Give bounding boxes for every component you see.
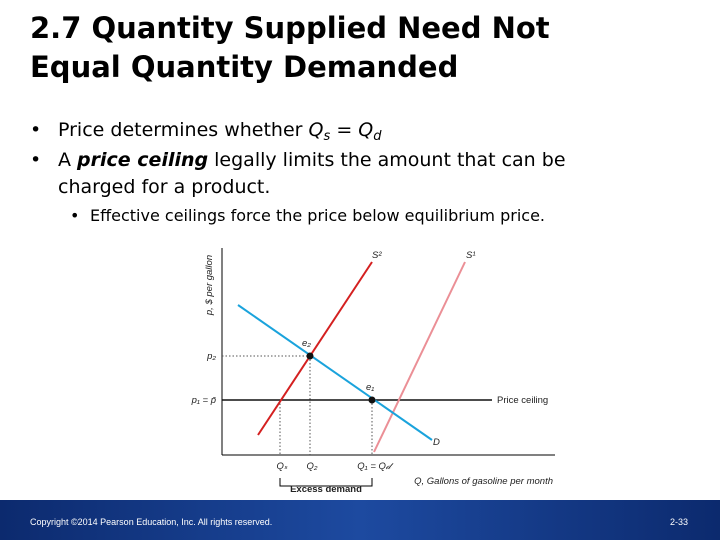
bullet-dot: • xyxy=(30,149,41,171)
quantity-label: Qₛ xyxy=(277,461,288,472)
text: Q xyxy=(358,119,373,141)
text: Price determines whether xyxy=(58,119,309,141)
demand xyxy=(237,304,433,441)
curve-label: S² xyxy=(372,250,382,261)
text: Q xyxy=(309,119,324,141)
y-axis-label: p, $ per gallon xyxy=(204,255,215,316)
bullet-text: A price ceiling legally limits the amoun… xyxy=(58,149,566,171)
price-label: p₁ = p̄ xyxy=(191,395,217,406)
supply-s2 xyxy=(257,261,373,436)
text: d xyxy=(373,129,382,144)
point-label: e₁ xyxy=(366,382,374,393)
page-number: 2-33 xyxy=(670,517,688,527)
figure: p, $ per gallon S² S¹ D e₂ e₁ p₂ p₁ = p̄… xyxy=(191,248,555,495)
bullet-dot: • xyxy=(30,119,41,141)
price-label: p₂ xyxy=(206,351,216,362)
text: s xyxy=(324,129,331,144)
point-e2 xyxy=(306,352,314,360)
point-label: e₂ xyxy=(302,338,311,349)
copyright: Copyright ©2014 Pearson Education, Inc. … xyxy=(30,517,272,527)
title-line: 2.7 Quantity Supplied Need Not xyxy=(30,11,550,45)
bullet-text: charged for a product. xyxy=(58,176,270,198)
text: A xyxy=(58,149,77,171)
excess-label: Excess demand xyxy=(290,484,362,495)
quantity-label: Q₁ = Q𝒹 xyxy=(357,461,394,472)
supply-s1 xyxy=(373,261,466,453)
quantity-label: Q₂ xyxy=(306,461,317,472)
title-line: Equal Quantity Demanded xyxy=(30,50,458,84)
text: legally limits the amount that can be xyxy=(208,149,565,171)
text: price ceiling xyxy=(76,149,208,171)
guides xyxy=(222,355,373,455)
sub-bullet-text: Effective ceilings force the price below… xyxy=(90,206,545,225)
curve-label: D xyxy=(433,437,440,448)
point-e1 xyxy=(368,396,376,404)
curve-label: S¹ xyxy=(466,250,476,261)
footer-bar xyxy=(0,500,720,540)
ceiling-label: Price ceiling xyxy=(497,395,548,406)
text: = xyxy=(330,119,358,141)
bullet-dot: • xyxy=(70,206,79,225)
excess-bracket xyxy=(279,478,373,487)
x-axis-label: Q, Gallons of gasoline per month xyxy=(414,476,553,487)
bullet-text: Price determines whether Qs = Qd xyxy=(58,119,382,144)
